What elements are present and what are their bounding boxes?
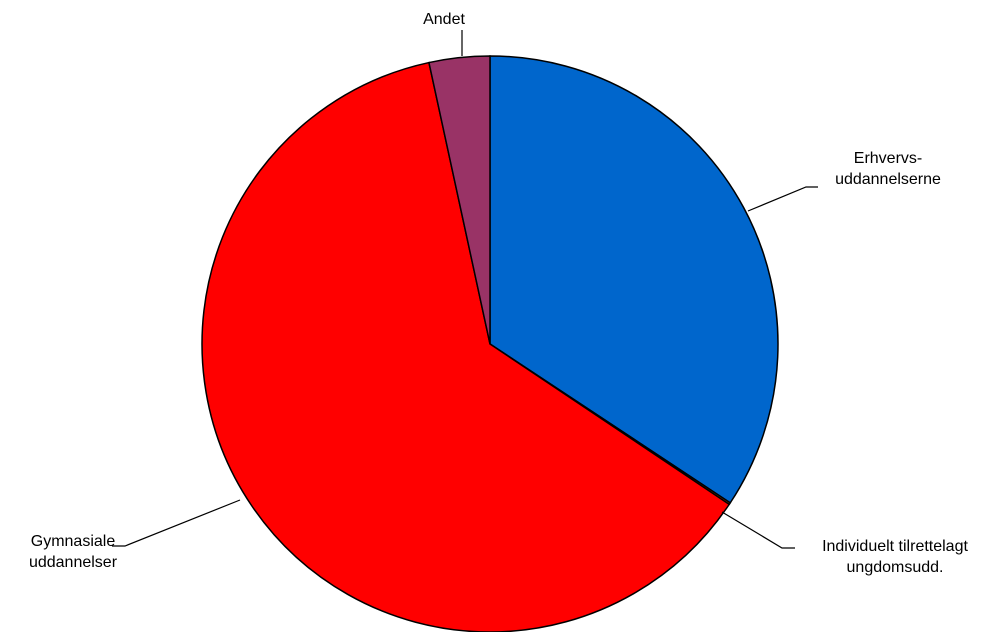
slice-label-line: ungdomsudd. [847,559,944,576]
pie-labels: Erhvervs-uddannelserne Individuelt tilret… [29,11,969,576]
slice-label-line: Individuelt tilrettelagt [822,538,968,555]
leader-line-2 [112,499,241,547]
leader-line-1 [721,511,795,549]
slice-label-0: Erhvervs-uddannelserne [835,150,941,188]
slice-label-line: Erhvervs- [854,150,922,167]
slice-label-line: uddannelser [29,554,118,571]
pie-slices [201,55,779,633]
pie-slice-2 [201,61,731,633]
slice-label-3: Andet [423,11,465,28]
pie-leader-lines [112,30,818,549]
leader-line-0 [747,186,818,212]
slice-label-2: Gymnasiale uddannelser [29,533,118,571]
slice-label-line: Andet [423,11,465,28]
pie-slice-3 [428,55,491,345]
slice-label-line: uddannelserne [835,171,941,188]
slice-label-line: Gymnasiale [31,533,116,550]
slice-label-1: Individuelt tilrettelagt ungdomsudd. [822,538,968,576]
